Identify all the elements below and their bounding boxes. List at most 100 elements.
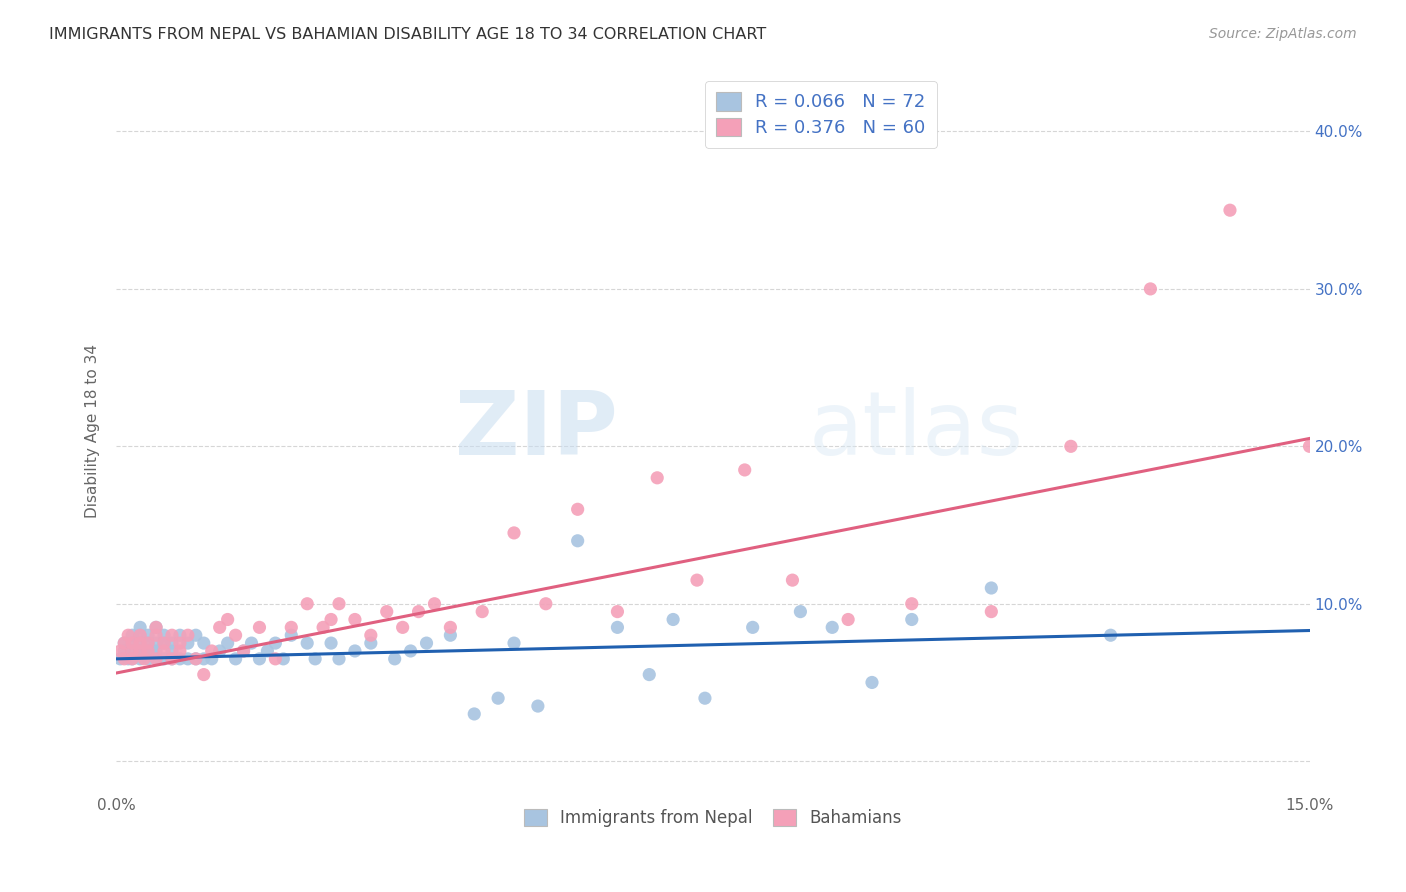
Point bbox=[264, 636, 287, 650]
Point bbox=[249, 620, 271, 634]
Point bbox=[1139, 282, 1161, 296]
Point bbox=[343, 644, 366, 658]
Point bbox=[1298, 439, 1320, 453]
Point bbox=[121, 628, 143, 642]
Point bbox=[384, 652, 406, 666]
Point bbox=[184, 628, 207, 642]
Point bbox=[471, 605, 494, 619]
Point bbox=[645, 471, 668, 485]
Point bbox=[117, 628, 139, 642]
Point bbox=[177, 636, 200, 650]
Point bbox=[208, 620, 231, 634]
Point bbox=[240, 636, 263, 650]
Point bbox=[280, 628, 302, 642]
Point bbox=[112, 636, 135, 650]
Point bbox=[821, 620, 844, 634]
Point bbox=[141, 644, 163, 658]
Point bbox=[343, 612, 366, 626]
Point bbox=[153, 636, 176, 650]
Point bbox=[136, 636, 159, 650]
Point bbox=[1060, 439, 1083, 453]
Point bbox=[201, 644, 224, 658]
Point bbox=[415, 636, 437, 650]
Point bbox=[391, 620, 413, 634]
Point bbox=[193, 652, 215, 666]
Point bbox=[129, 636, 152, 650]
Point bbox=[184, 652, 207, 666]
Point bbox=[169, 636, 191, 650]
Point bbox=[201, 652, 224, 666]
Point bbox=[249, 652, 271, 666]
Point bbox=[117, 652, 139, 666]
Point bbox=[980, 605, 1002, 619]
Point bbox=[225, 652, 247, 666]
Point bbox=[145, 636, 167, 650]
Point bbox=[312, 620, 335, 634]
Point bbox=[136, 644, 159, 658]
Point bbox=[1219, 203, 1241, 218]
Point bbox=[295, 597, 318, 611]
Point bbox=[606, 620, 628, 634]
Point bbox=[273, 652, 295, 666]
Point bbox=[160, 644, 183, 658]
Point bbox=[145, 628, 167, 642]
Point bbox=[463, 706, 485, 721]
Point bbox=[169, 644, 191, 658]
Point bbox=[567, 502, 589, 516]
Point bbox=[145, 620, 167, 634]
Point bbox=[129, 628, 152, 642]
Point bbox=[153, 628, 176, 642]
Point bbox=[360, 636, 382, 650]
Point bbox=[486, 691, 509, 706]
Point bbox=[232, 644, 254, 658]
Point bbox=[184, 652, 207, 666]
Point bbox=[125, 636, 148, 650]
Text: ZIP: ZIP bbox=[454, 387, 617, 474]
Point bbox=[734, 463, 756, 477]
Point bbox=[121, 636, 143, 650]
Point bbox=[112, 636, 135, 650]
Point bbox=[121, 652, 143, 666]
Point bbox=[136, 652, 159, 666]
Point bbox=[169, 652, 191, 666]
Point bbox=[423, 597, 446, 611]
Point bbox=[900, 597, 922, 611]
Point bbox=[132, 644, 155, 658]
Point bbox=[145, 620, 167, 634]
Point bbox=[741, 620, 763, 634]
Point bbox=[399, 644, 422, 658]
Point bbox=[160, 652, 183, 666]
Point bbox=[264, 652, 287, 666]
Point bbox=[408, 605, 430, 619]
Point bbox=[980, 581, 1002, 595]
Point bbox=[295, 636, 318, 650]
Point bbox=[503, 525, 526, 540]
Point bbox=[534, 597, 557, 611]
Point bbox=[527, 699, 550, 714]
Point bbox=[121, 644, 143, 658]
Point bbox=[439, 620, 461, 634]
Point bbox=[225, 628, 247, 642]
Point bbox=[112, 652, 135, 666]
Point bbox=[638, 667, 661, 681]
Text: atlas: atlas bbox=[808, 387, 1024, 474]
Point bbox=[280, 620, 302, 634]
Point bbox=[160, 636, 183, 650]
Point bbox=[136, 636, 159, 650]
Point bbox=[153, 636, 176, 650]
Point bbox=[217, 612, 239, 626]
Point bbox=[319, 636, 342, 650]
Point bbox=[686, 573, 709, 587]
Point bbox=[900, 612, 922, 626]
Point bbox=[503, 636, 526, 650]
Point bbox=[328, 597, 350, 611]
Point bbox=[160, 652, 183, 666]
Point bbox=[177, 652, 200, 666]
Point bbox=[860, 675, 883, 690]
Point bbox=[129, 644, 152, 658]
Point bbox=[193, 667, 215, 681]
Point bbox=[110, 652, 132, 666]
Point bbox=[232, 644, 254, 658]
Point bbox=[153, 652, 176, 666]
Text: IMMIGRANTS FROM NEPAL VS BAHAMIAN DISABILITY AGE 18 TO 34 CORRELATION CHART: IMMIGRANTS FROM NEPAL VS BAHAMIAN DISABI… bbox=[49, 27, 766, 42]
